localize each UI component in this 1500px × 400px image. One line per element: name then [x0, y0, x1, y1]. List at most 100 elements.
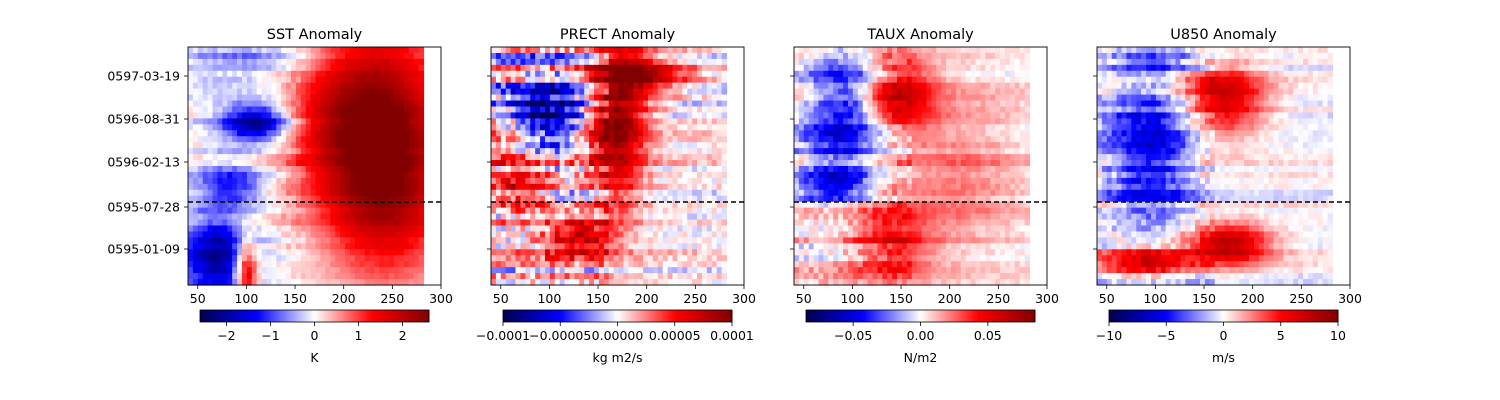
heatmap-cell [589, 195, 595, 203]
heatmap-cell [692, 171, 698, 179]
heatmap-cell [867, 47, 874, 54]
heatmap-cell [697, 213, 703, 221]
heatmap-cell [310, 64, 317, 72]
heatmap-cell [291, 106, 297, 114]
heatmap-cell [1004, 136, 1011, 143]
heatmap-cell [633, 201, 639, 209]
heatmap-cell [589, 225, 595, 233]
heatmap-cell [197, 100, 204, 108]
heatmap-cell [579, 124, 585, 131]
heatmap-cell [408, 124, 415, 131]
heatmap-cell [857, 70, 864, 78]
heatmap-cell [697, 195, 703, 203]
heatmap-cell [980, 58, 986, 66]
heatmap-cell [603, 243, 610, 250]
heatmap-cell [965, 142, 972, 149]
heatmap-cell [833, 94, 839, 102]
heatmap-cell [603, 195, 610, 203]
heatmap-cell [335, 142, 341, 149]
heatmap-cell [291, 58, 297, 66]
heatmap-cell [315, 273, 322, 280]
heatmap-cell [716, 47, 723, 54]
heatmap-cell [222, 148, 228, 155]
heatmap-cell [892, 94, 898, 102]
heatmap-cell [701, 219, 708, 227]
heatmap-cell [241, 88, 248, 96]
heatmap-cell [872, 124, 878, 131]
heatmap-cell [618, 136, 625, 143]
heatmap-cell [197, 160, 204, 167]
heatmap-cell [300, 88, 307, 96]
heatmap-cell [320, 52, 326, 60]
heatmap-cell [330, 183, 336, 191]
y-tick-label: 0596-08-31 [107, 112, 180, 127]
heatmap-cell [222, 70, 228, 78]
heatmap-cell [310, 207, 317, 215]
heatmap-cell [892, 70, 898, 78]
heatmap-cell [295, 154, 302, 161]
heatmap-cell [403, 195, 410, 203]
heatmap-cell [500, 148, 507, 155]
heatmap-cell [281, 58, 287, 66]
heatmap-cell [692, 267, 698, 274]
heatmap-cell [584, 70, 590, 78]
colorbar-segment [232, 310, 235, 322]
heatmap-cell [803, 154, 810, 161]
heatmap-cell [682, 261, 688, 268]
heatmap-cell [246, 130, 253, 137]
heatmap-cell [623, 88, 629, 96]
heatmap-cell [584, 166, 590, 173]
heatmap-cell [281, 47, 287, 54]
heatmap-cell [594, 273, 600, 280]
heatmap-cell [384, 243, 390, 250]
heatmap-cell [706, 243, 713, 250]
heatmap-cell [305, 88, 312, 96]
heatmap-cell [271, 130, 277, 137]
heatmap-cell [667, 225, 674, 233]
heatmap-cell [706, 201, 713, 209]
heatmap-cell [823, 112, 829, 119]
heatmap-cell [569, 237, 575, 244]
heatmap-cell [232, 124, 238, 131]
heatmap-cell [515, 171, 522, 179]
heatmap-cell [379, 195, 385, 203]
heatmap-cell [803, 118, 810, 125]
heatmap-cell [197, 88, 204, 96]
heatmap-cell [398, 249, 405, 256]
heatmap-cell [618, 100, 625, 108]
colorbar-segment [535, 310, 538, 322]
heatmap-cell [697, 82, 703, 90]
colorbar-segment [422, 310, 425, 322]
heatmap-cell [628, 219, 634, 227]
heatmap-cell [701, 100, 708, 108]
heatmap-cell [217, 124, 223, 131]
heatmap-cell [633, 231, 639, 238]
heatmap-cell [276, 100, 282, 108]
heatmap-cell [530, 82, 536, 90]
heatmap-cell [510, 231, 517, 238]
heatmap-cell [251, 237, 258, 244]
heatmap-cell [261, 219, 268, 227]
heatmap-cell [325, 70, 331, 78]
heatmap-cell [359, 267, 366, 274]
heatmap-cell [188, 82, 194, 90]
heatmap-cell [491, 237, 497, 244]
heatmap-cell [697, 124, 703, 131]
heatmap-cell [603, 136, 610, 143]
heatmap-cell [882, 118, 888, 125]
heatmap-cell [579, 219, 585, 227]
heatmap-cell [384, 177, 390, 185]
heatmap-cell [946, 70, 952, 78]
heatmap-cell [569, 160, 575, 167]
heatmap-cell [491, 47, 497, 54]
heatmap-cell [192, 76, 199, 84]
heatmap-cell [564, 189, 571, 197]
heatmap-cell [246, 183, 253, 191]
colorbar-segment [234, 310, 238, 322]
heatmap-cell [271, 267, 277, 274]
heatmap-cell [188, 58, 194, 66]
heatmap-cell [188, 255, 194, 262]
heatmap-cell [540, 249, 546, 256]
heatmap-cell [305, 70, 312, 78]
heatmap-cell [237, 255, 243, 262]
